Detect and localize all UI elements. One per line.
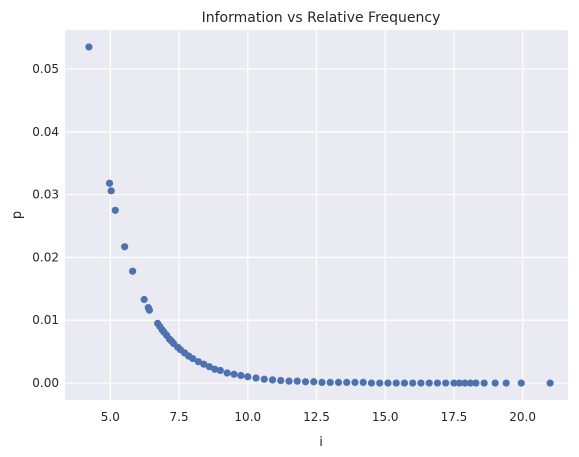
data-point: [216, 366, 224, 375]
data-point: [145, 306, 153, 314]
data-point: [105, 179, 114, 187]
x-tick-label: 10.0: [234, 410, 261, 424]
data-point: [359, 378, 367, 387]
data-point: [205, 363, 213, 371]
data-point: [417, 379, 425, 387]
data-point: [367, 379, 376, 387]
data-point: [293, 377, 301, 385]
data-point: [472, 379, 480, 387]
data-point: [310, 378, 318, 386]
y-tick-label: 0.04: [32, 125, 59, 139]
points-layer: [85, 43, 554, 387]
data-point: [442, 379, 450, 387]
grid-layer: [65, 30, 568, 400]
y-tick-label: 0.02: [32, 250, 59, 264]
data-point: [400, 379, 409, 387]
data-point: [376, 379, 384, 387]
y-tick-labels: 0.00 0.01 0.02 0.03 0.04 0.05: [32, 62, 59, 390]
data-point: [244, 373, 252, 381]
data-point: [121, 243, 129, 251]
data-point: [223, 369, 231, 377]
data-point: [461, 379, 469, 387]
y-axis-label: p: [10, 211, 25, 219]
data-point: [277, 376, 285, 385]
data-point: [268, 376, 277, 384]
data-point: [433, 379, 442, 387]
data-point: [334, 378, 343, 387]
data-point: [491, 379, 499, 387]
data-point: [140, 295, 148, 304]
x-axis-label: i: [319, 435, 323, 450]
data-point: [252, 374, 260, 382]
x-tick-labels: 5.0 7.5 10.0 12.5 15.0 17.5 20.0: [101, 410, 536, 424]
data-point: [546, 379, 554, 387]
data-point: [326, 378, 334, 387]
data-point: [237, 371, 245, 380]
data-point: [480, 379, 488, 387]
data-point: [260, 375, 268, 383]
data-point: [392, 379, 400, 387]
data-point: [409, 379, 417, 387]
data-point: [107, 187, 115, 195]
y-tick-label: 0.03: [32, 188, 59, 202]
data-point: [85, 43, 93, 51]
x-tick-label: 17.5: [441, 410, 468, 424]
y-tick-label: 0.00: [32, 376, 59, 390]
data-point: [211, 365, 219, 373]
y-tick-label: 0.05: [32, 62, 59, 76]
data-point: [129, 267, 137, 275]
data-point: [450, 379, 458, 387]
data-point: [517, 379, 525, 387]
data-point: [318, 378, 326, 387]
data-point: [189, 354, 197, 363]
data-point: [351, 378, 359, 387]
data-point: [200, 360, 208, 368]
data-point: [343, 378, 351, 387]
data-point: [466, 379, 475, 387]
data-point: [285, 377, 293, 385]
data-point: [230, 370, 238, 378]
x-tick-label: 20.0: [509, 410, 536, 424]
x-tick-label: 12.5: [303, 410, 330, 424]
chart-title: Information vs Relative Frequency: [202, 10, 441, 26]
data-point: [455, 379, 464, 387]
data-point: [384, 379, 392, 387]
x-tick-label: 15.0: [372, 410, 399, 424]
data-point: [425, 379, 433, 387]
data-point: [111, 206, 119, 214]
data-point: [194, 358, 202, 366]
x-tick-label: 7.5: [170, 410, 189, 424]
data-point: [301, 378, 310, 386]
y-tick-label: 0.01: [32, 313, 59, 327]
x-tick-label: 5.0: [101, 410, 120, 424]
data-point: [502, 379, 510, 387]
